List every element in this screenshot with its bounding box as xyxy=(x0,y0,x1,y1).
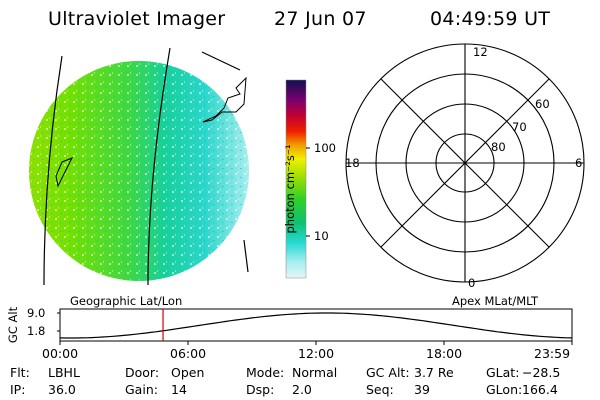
coastline-stub xyxy=(201,51,241,71)
status-key: Dsp: xyxy=(246,382,275,397)
status-key: GLat: xyxy=(486,365,520,380)
status-key: Mode: xyxy=(246,365,285,380)
colorbar-tick-10: 10 xyxy=(314,229,329,243)
polar-diagonal-2 xyxy=(380,78,550,248)
x-tick-label: 23:59 xyxy=(534,346,571,361)
meridian-line-east xyxy=(147,47,171,286)
coastline-island xyxy=(55,157,74,188)
status-key: Flt: xyxy=(10,365,30,380)
status-key: IP: xyxy=(10,382,26,397)
coastline-australia xyxy=(202,76,247,123)
status-key: Seq: xyxy=(366,382,394,397)
colorbar-unit-label: photon cm⁻²s⁻¹ xyxy=(283,144,297,234)
coastline-stub-south xyxy=(243,239,249,273)
status-value: 14 xyxy=(171,382,187,397)
status-key: Door: xyxy=(125,365,160,380)
altitude-panel xyxy=(57,308,573,345)
app-title: Ultraviolet Imager xyxy=(48,8,226,30)
altitude-ytick-high: 9.0 xyxy=(27,306,46,320)
x-tick-label: 06:00 xyxy=(170,346,207,361)
uv-earth-image xyxy=(29,61,249,281)
polar-label-18: 18 xyxy=(345,156,360,170)
status-value: 39 xyxy=(414,382,430,397)
status-value: 2.0 xyxy=(292,382,312,397)
status-value: 36.0 xyxy=(48,382,76,397)
polar-label-0: 0 xyxy=(468,276,476,290)
status-value: Open xyxy=(171,365,205,380)
colorbar xyxy=(285,79,307,279)
x-tick-label: 18:00 xyxy=(426,346,463,361)
polar-label-6: 6 xyxy=(575,156,583,170)
image-time: 04:49:59 UT xyxy=(430,8,551,30)
status-key: Gain: xyxy=(125,382,158,397)
mlt-polar-plot xyxy=(345,43,585,283)
image-date: 27 Jun 07 xyxy=(274,8,367,30)
x-tick-label: 12:00 xyxy=(298,346,335,361)
status-key: GC Alt: xyxy=(366,365,410,380)
polar-label-70: 70 xyxy=(512,120,527,134)
x-tick-label: 00:00 xyxy=(42,346,79,361)
meridian-line-west xyxy=(43,55,63,286)
altitude-ytick-low: 1.8 xyxy=(27,324,46,338)
status-value: Normal xyxy=(292,365,338,380)
polar-label-80: 80 xyxy=(491,140,506,154)
caption-geographic: Geographic Lat/Lon xyxy=(70,294,183,308)
status-value: LBHL xyxy=(48,365,80,380)
status-key: GLon: xyxy=(486,382,523,397)
status-value: −28.5 xyxy=(522,365,561,380)
caption-apex: Apex MLat/MLT xyxy=(452,294,539,308)
altitude-ylabel: GC Alt xyxy=(6,306,20,344)
status-value: 166.4 xyxy=(522,382,558,397)
altitude-curve xyxy=(59,312,573,339)
polar-label-60: 60 xyxy=(535,97,550,111)
status-value: 3.7 Re xyxy=(414,365,454,380)
polar-label-12: 12 xyxy=(473,45,488,59)
colorbar-tick-100: 100 xyxy=(314,141,336,155)
